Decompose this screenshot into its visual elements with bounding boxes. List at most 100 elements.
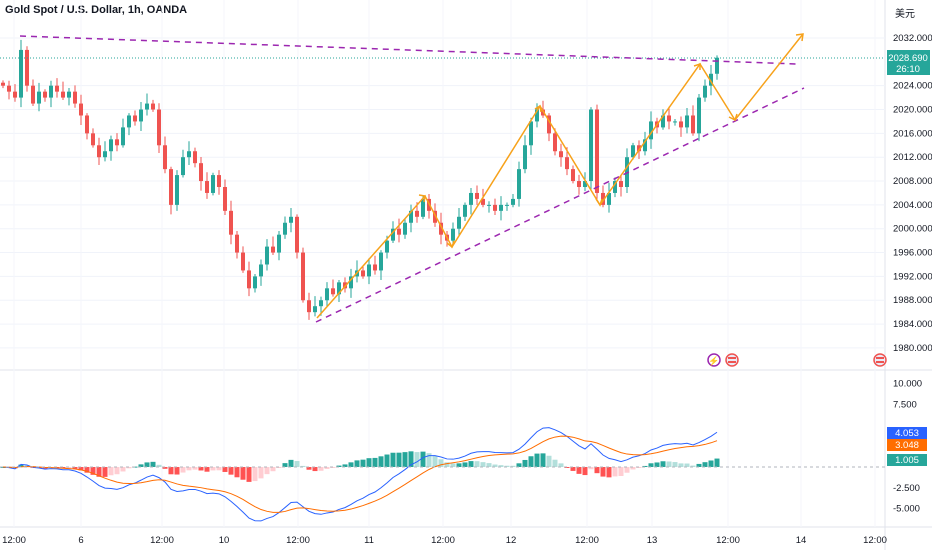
histogram-bar bbox=[714, 458, 720, 467]
candle-body bbox=[403, 222, 407, 235]
histogram-bar bbox=[252, 467, 258, 482]
resistance-trendline[interactable] bbox=[19, 35, 798, 65]
histogram-bar bbox=[702, 462, 708, 467]
candle-body bbox=[613, 181, 617, 193]
time-tick-label: 12:00 bbox=[863, 535, 887, 546]
time-tick-label: 13 bbox=[647, 535, 658, 546]
candle-body bbox=[277, 234, 281, 253]
histogram-bar bbox=[198, 467, 204, 471]
histogram-bar bbox=[294, 461, 300, 467]
price-tick-label: 2032.000 bbox=[893, 33, 932, 44]
us-flag-event-icon[interactable] bbox=[873, 353, 887, 367]
histogram-bar bbox=[648, 463, 654, 467]
candle-body bbox=[79, 103, 83, 116]
candle-body bbox=[421, 198, 425, 217]
candle-body bbox=[547, 115, 551, 134]
price-tick-label: 2008.000 bbox=[893, 176, 932, 187]
price-badge: 2028.690 26:10 bbox=[887, 50, 930, 75]
histogram-bar bbox=[624, 467, 630, 473]
candle-body bbox=[295, 216, 299, 253]
candle-body bbox=[31, 85, 35, 104]
candle-body bbox=[367, 264, 371, 277]
histogram-bar bbox=[108, 467, 114, 476]
histogram-bar bbox=[246, 467, 252, 482]
candle-body bbox=[259, 264, 263, 277]
candle-body bbox=[565, 157, 569, 170]
candle-body bbox=[583, 181, 587, 187]
candle-body bbox=[7, 85, 11, 92]
histogram-bar bbox=[534, 453, 540, 467]
candle-body bbox=[37, 91, 41, 104]
candle-body bbox=[559, 151, 563, 158]
candle-body bbox=[631, 145, 635, 158]
histogram-bar bbox=[462, 462, 468, 467]
candle-body bbox=[205, 181, 209, 193]
path-arrow-drawing[interactable] bbox=[316, 33, 804, 319]
histogram-bar bbox=[420, 451, 426, 467]
histogram-bar bbox=[258, 467, 264, 479]
candle-body bbox=[661, 115, 665, 128]
histogram-bar bbox=[150, 461, 156, 467]
histogram-bar bbox=[66, 467, 72, 469]
time-tick-label: 10 bbox=[219, 535, 230, 546]
price-badge-value: 2028.690 bbox=[888, 53, 928, 64]
price-tick-label: 2012.000 bbox=[893, 152, 932, 163]
price-tick-label: 1988.000 bbox=[893, 295, 932, 306]
histogram-bar bbox=[378, 456, 384, 467]
candle-body bbox=[595, 109, 599, 193]
candle-body bbox=[289, 216, 293, 223]
histogram-bar bbox=[240, 467, 246, 480]
histogram-bar bbox=[546, 455, 552, 467]
histogram-bar bbox=[588, 467, 594, 470]
price-tick-label: 2000.000 bbox=[893, 224, 932, 235]
histogram-bar bbox=[414, 452, 420, 467]
candle-body bbox=[331, 288, 335, 295]
histogram-bar bbox=[204, 467, 210, 472]
candle-body bbox=[139, 109, 143, 122]
histogram-bar bbox=[270, 467, 276, 472]
histogram-bar bbox=[540, 453, 546, 467]
candle-body bbox=[1, 82, 5, 86]
candle-body bbox=[451, 228, 455, 241]
candle-body bbox=[601, 192, 605, 205]
time-tick-label: 12:00 bbox=[431, 535, 455, 546]
histogram-bar bbox=[390, 452, 396, 467]
candle-body bbox=[223, 187, 227, 211]
candle-body bbox=[301, 252, 305, 301]
histogram-bar bbox=[120, 467, 126, 472]
candle-body bbox=[685, 115, 689, 128]
histogram-bar bbox=[642, 465, 648, 467]
histogram-bar bbox=[114, 467, 120, 475]
histogram-bar bbox=[708, 460, 714, 467]
currency-label: 美元 bbox=[895, 9, 915, 20]
us-flag-event-icon[interactable] bbox=[725, 353, 739, 367]
price-tick-label: 2024.000 bbox=[893, 81, 932, 92]
candle-body bbox=[349, 276, 353, 289]
candle-body bbox=[385, 240, 389, 253]
histogram-bar bbox=[366, 458, 372, 467]
candle-body bbox=[241, 252, 245, 271]
candle-body bbox=[247, 270, 251, 289]
histogram-bar bbox=[210, 467, 216, 471]
candle-body bbox=[55, 85, 59, 92]
histogram-bar bbox=[138, 464, 144, 467]
candle-body bbox=[121, 127, 125, 146]
candle-body bbox=[439, 222, 443, 235]
candle-body bbox=[667, 115, 671, 122]
time-tick-label: 12:00 bbox=[716, 535, 740, 546]
histogram-bar bbox=[336, 465, 342, 467]
candle-body bbox=[607, 192, 611, 205]
histogram-bar bbox=[606, 467, 612, 478]
histogram-bar bbox=[354, 460, 360, 467]
price-tick-label: 2016.000 bbox=[893, 128, 932, 139]
candle-body bbox=[493, 204, 497, 211]
flash-event-icon[interactable]: ⚡ bbox=[707, 353, 721, 367]
candle-body bbox=[373, 264, 377, 271]
candle-body bbox=[193, 151, 197, 164]
candle-body bbox=[127, 115, 131, 128]
support-trendline[interactable] bbox=[315, 87, 805, 323]
candle-body bbox=[529, 121, 533, 146]
candle-body bbox=[679, 121, 683, 128]
histogram-bar bbox=[324, 467, 330, 469]
